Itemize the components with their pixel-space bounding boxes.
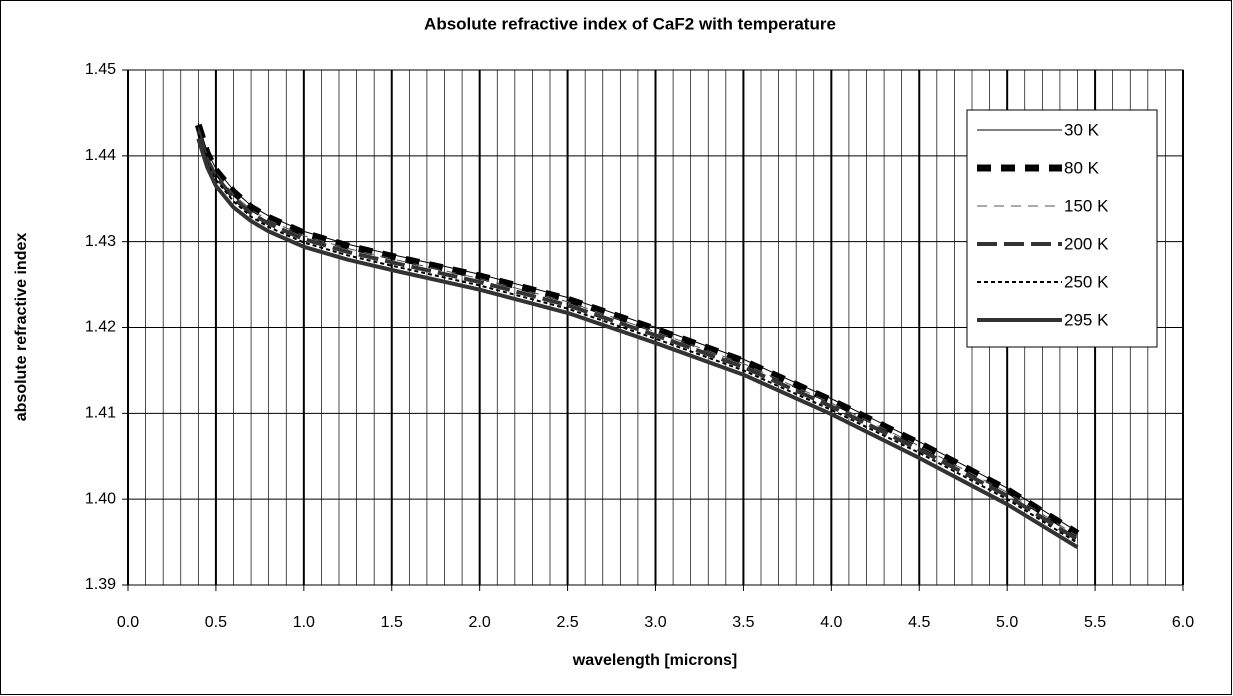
series-line [194,123,1080,537]
legend: 30 K 80 K 150 K 200 K 250 K 295 K [966,109,1158,348]
legend-label: 295 K [1064,310,1109,329]
x-tick-label: 6.0 [1172,614,1194,631]
y-axis-label: absolute refractive index [13,233,30,422]
y-tick-label: 1.41 [85,405,116,422]
y-tick-label: 1.45 [85,61,116,78]
plot-border [127,69,1184,586]
x-tick-label: 3.0 [644,614,666,631]
legend-label: 250 K [1064,272,1109,291]
y-tick-label: 1.43 [85,233,116,250]
legend-box [966,109,1158,348]
x-axis-label: wavelength [microns] [572,652,737,669]
x-tick-label: 2.0 [469,614,491,631]
y-tick-label: 1.44 [85,147,116,164]
legend-label: 150 K [1064,196,1109,215]
x-tick-label: 0.5 [205,614,227,631]
x-tick-label: 4.0 [820,614,842,631]
chart-title: Absolute refractive index of CaF2 with t… [424,14,836,33]
x-tick-label: 1.5 [381,614,403,631]
x-tick-label: 1.0 [293,614,315,631]
series-line [196,130,1079,542]
y-tick-label: 1.39 [85,576,116,593]
y-tick-label: 1.40 [85,490,116,507]
x-tick-label: 3.5 [732,614,754,631]
x-tick-label: 5.5 [1084,614,1106,631]
x-tick-label: 2.5 [556,614,578,631]
legend-label: 30 K [1064,120,1100,139]
x-tick-label: 4.5 [908,614,930,631]
x-tick-label: 0.0 [117,614,139,631]
legend-label: 200 K [1064,234,1109,253]
y-tick-label: 1.42 [85,319,116,336]
x-tick-label: 5.0 [996,614,1018,631]
series-line [196,138,1079,549]
legend-label: 80 K [1064,158,1100,177]
